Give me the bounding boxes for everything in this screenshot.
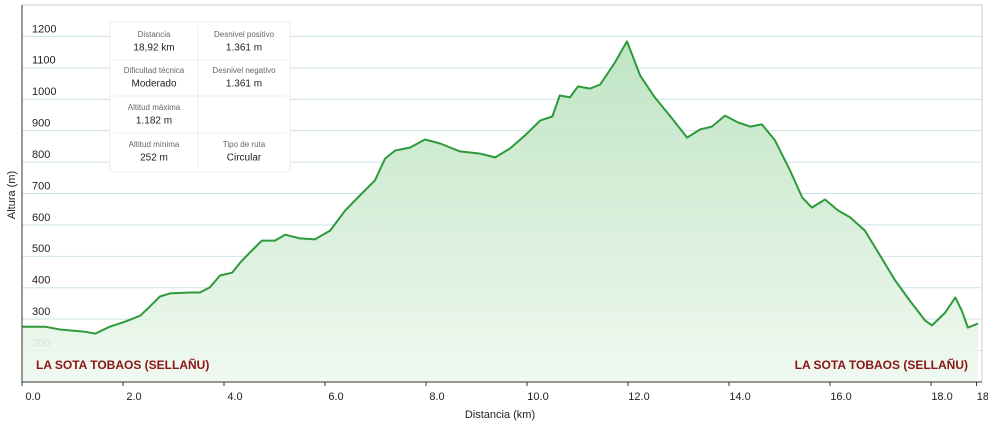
elevation-line bbox=[22, 40, 979, 335]
x-tick-label: 14.0 bbox=[729, 391, 750, 403]
y-tick-label: 1100 bbox=[32, 55, 56, 67]
x-tick-label: 18.9 bbox=[977, 391, 988, 403]
stats-box bbox=[109, 21, 291, 173]
y-tick-label: 800 bbox=[32, 149, 50, 161]
x-tick-label: 4.0 bbox=[227, 391, 242, 403]
stat-label: Dificultad técnica bbox=[124, 66, 185, 75]
stat-value: 1.361 m bbox=[226, 43, 262, 54]
stat-label: Altitud máxima bbox=[128, 103, 181, 112]
start-annotation: LA SOTA TOBAOS (SELLAÑU) bbox=[36, 357, 209, 372]
stat-label: Distancia bbox=[138, 30, 171, 39]
y-tick-label: 1200 bbox=[32, 23, 56, 35]
x-tick-label: 16.0 bbox=[830, 391, 851, 403]
end-annotation: LA SOTA TOBAOS (SELLAÑU) bbox=[795, 357, 968, 372]
y-tick-label: 600 bbox=[32, 212, 50, 224]
y-tick-label: 1000 bbox=[32, 86, 56, 98]
y-tick-label: 300 bbox=[32, 306, 50, 318]
y-tick-label: 700 bbox=[32, 180, 50, 192]
x-tick-label: 18.0 bbox=[931, 391, 952, 403]
stat-value: 1.182 m bbox=[136, 116, 172, 127]
x-tick-label: 6.0 bbox=[328, 391, 343, 403]
y-axis-label: Altura (m) bbox=[6, 171, 18, 219]
stat-label: Altitud mínima bbox=[129, 140, 180, 149]
stat-label: Tipo de ruta bbox=[223, 140, 266, 149]
stats-panel: Distancia 18,92 km Desnivel positivo 1.361 … bbox=[109, 21, 291, 173]
x-tick-label: 10.0 bbox=[527, 391, 548, 403]
y-tick-label: 400 bbox=[32, 275, 50, 287]
x-tick-label: 12.0 bbox=[628, 391, 649, 403]
stat-value: Moderado bbox=[131, 79, 176, 90]
x-tick-label: 2.0 bbox=[126, 391, 141, 403]
x-tick-label: 8.0 bbox=[429, 391, 444, 403]
stat-value: 1.361 m bbox=[226, 79, 262, 90]
stat-label: Desnivel positivo bbox=[214, 30, 275, 39]
y-tick-label: 500 bbox=[32, 243, 50, 255]
stat-value: 18,92 km bbox=[133, 43, 174, 54]
y-tick-label: 900 bbox=[32, 118, 50, 130]
stat-value: 252 m bbox=[140, 153, 168, 164]
x-axis-label: Distancia (km) bbox=[465, 409, 535, 421]
stat-value: Circular bbox=[227, 153, 262, 164]
area-fill bbox=[22, 41, 978, 383]
stat-label: Desnivel negativo bbox=[212, 66, 276, 75]
x-tick-label: 0.0 bbox=[25, 391, 40, 403]
